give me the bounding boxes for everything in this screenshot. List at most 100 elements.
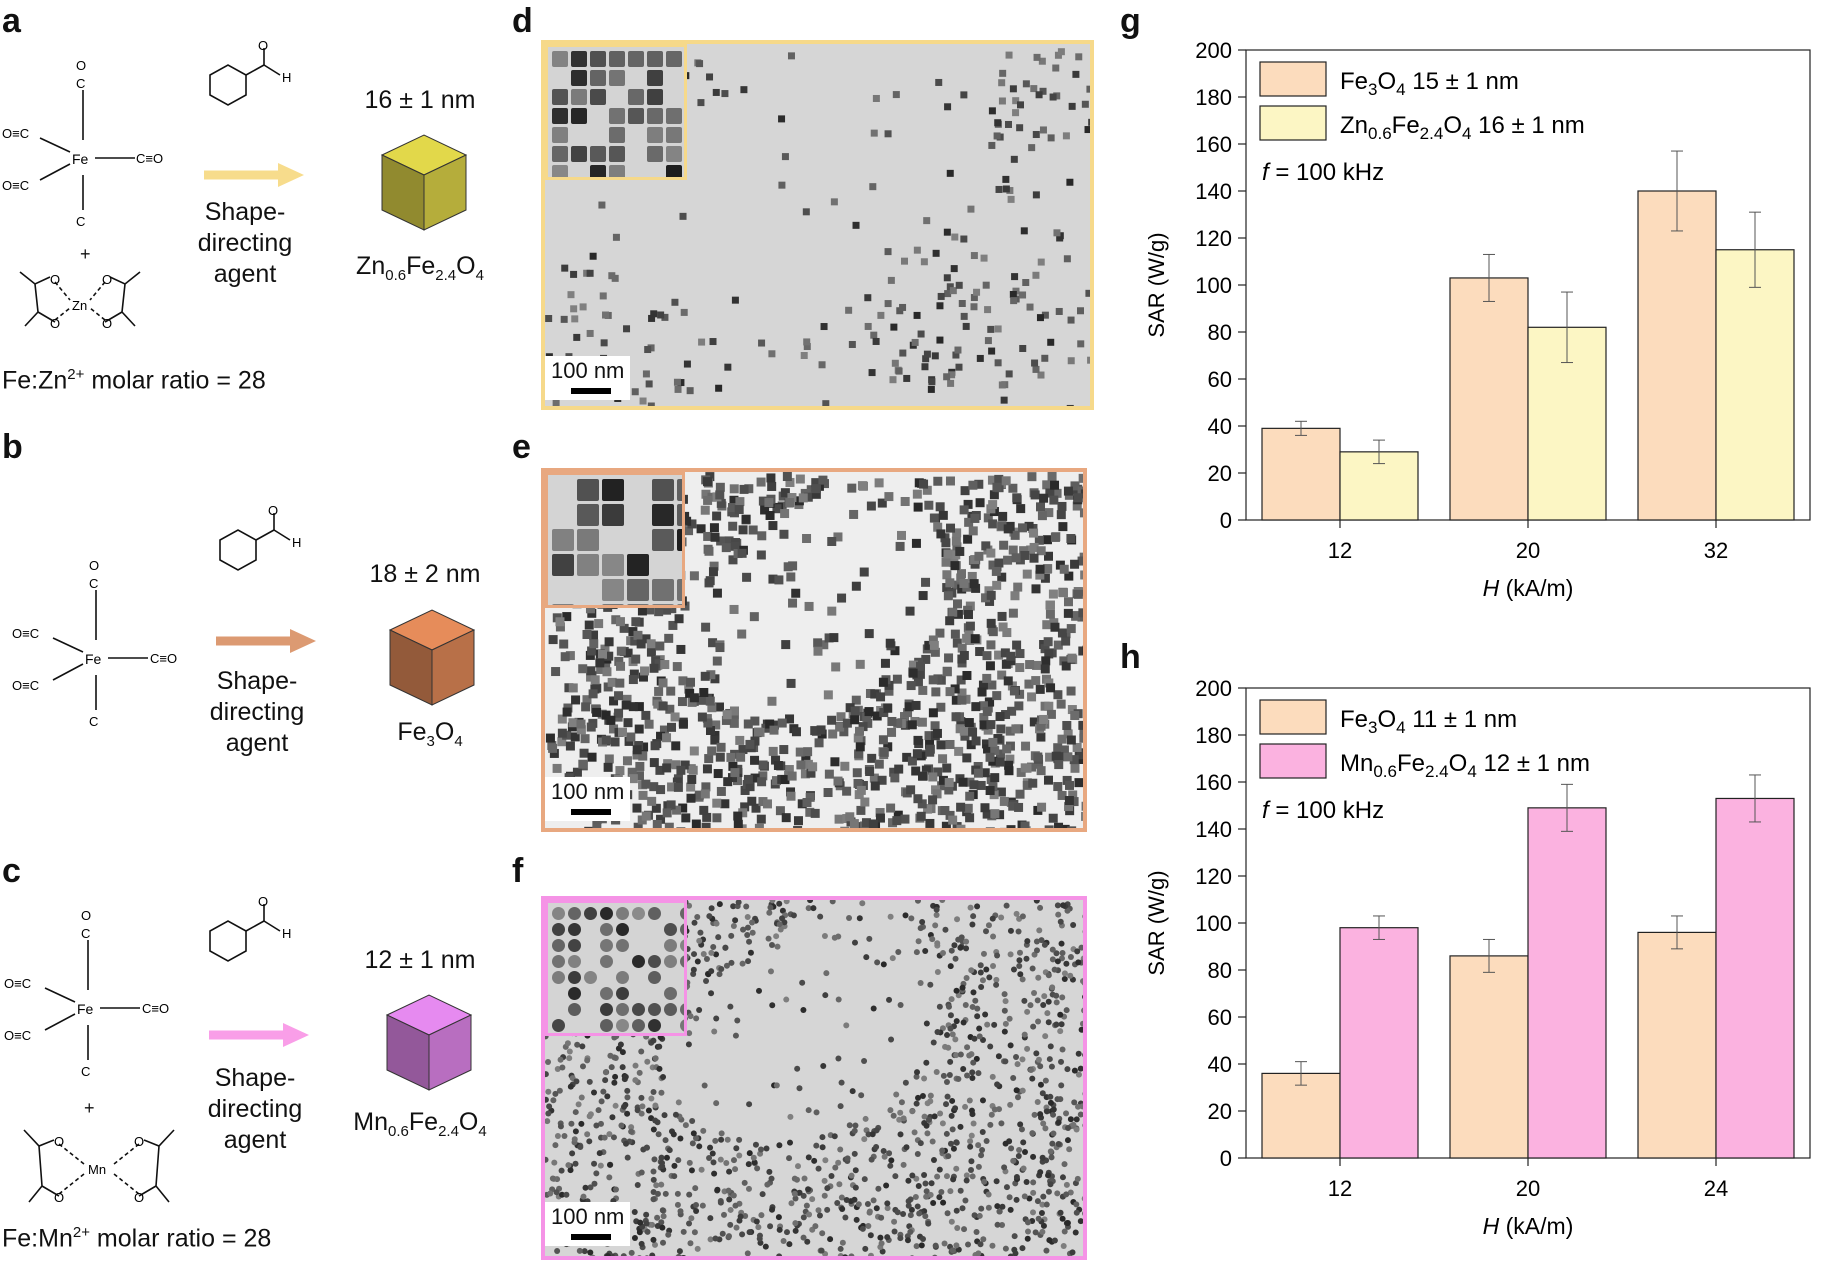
bar: [1262, 428, 1340, 520]
legend-label: Zn0.6Fe2.4O4 16 ± 1 nm: [1340, 112, 1585, 143]
y-tick-label: 80: [1208, 958, 1232, 983]
y-tick-label: 140: [1195, 179, 1232, 204]
x-axis-label: H (kA/m): [1483, 1213, 1574, 1239]
product-formula-c: Mn0.6Fe2.4O4: [330, 1108, 510, 1140]
legend-label: Fe3O4 15 ± 1 nm: [1340, 68, 1519, 99]
panel-label-c: c: [2, 852, 21, 891]
svg-text:C: C: [81, 926, 90, 941]
svg-text:H: H: [292, 535, 301, 550]
svg-text:O: O: [54, 1190, 64, 1205]
svg-text:O≡C: O≡C: [2, 178, 29, 193]
svg-text:O≡C: O≡C: [12, 678, 39, 693]
scale-bar-d: 100 nm: [545, 356, 630, 400]
svg-text:O: O: [76, 58, 86, 73]
svg-text:O: O: [50, 272, 60, 287]
x-axis-label: H (kA/m): [1483, 575, 1574, 601]
svg-text:Fe: Fe: [85, 651, 102, 667]
size-b: 18 ± 2 nm: [345, 560, 505, 589]
fe-pentacarbonyl-structure-b: Fe CO C O≡C O≡C C≡O: [8, 530, 218, 730]
panel-label-f: f: [512, 852, 523, 891]
y-tick-label: 20: [1208, 461, 1232, 486]
svg-text:O: O: [134, 1190, 144, 1205]
x-tick-label: 20: [1516, 1176, 1540, 1201]
tem-inset-f: [545, 900, 687, 1036]
x-tick-label: 20: [1516, 538, 1540, 563]
reaction-arrow-c: [205, 1020, 315, 1050]
y-tick-label: 180: [1195, 85, 1232, 110]
bar: [1340, 928, 1418, 1158]
svg-text:O≡C: O≡C: [12, 626, 39, 641]
benzaldehyde-structure-c: OH: [190, 896, 320, 976]
panel-label-e: e: [512, 428, 531, 467]
legend-swatch: [1260, 62, 1326, 96]
frequency-annotation: f = 100 kHz: [1262, 797, 1384, 824]
tem-inset-e: [545, 472, 685, 608]
bar: [1450, 278, 1528, 520]
svg-text:O: O: [54, 1134, 64, 1149]
x-tick-label: 32: [1704, 538, 1728, 563]
legend-swatch: [1260, 744, 1326, 778]
product-formula-a: Zn0.6Fe2.4O4: [330, 252, 510, 284]
y-tick-label: 40: [1208, 1052, 1232, 1077]
svg-text:O≡C: O≡C: [2, 126, 29, 141]
cube-b: [378, 600, 488, 715]
svg-text:H: H: [282, 70, 291, 85]
legend-swatch: [1260, 700, 1326, 734]
bar: [1450, 956, 1528, 1158]
tem-image-f: 100 nm: [541, 896, 1087, 1260]
scale-bar-f: 100 nm: [545, 1202, 630, 1246]
svg-text:C: C: [81, 1064, 90, 1079]
bar: [1528, 808, 1606, 1158]
fe-atom: Fe: [72, 151, 89, 167]
svg-text:O: O: [134, 1134, 144, 1149]
y-tick-label: 40: [1208, 414, 1232, 439]
y-tick-label: 80: [1208, 320, 1232, 345]
legend-label: Fe3O4 11 ± 1 nm: [1340, 706, 1517, 737]
y-tick-label: 60: [1208, 1005, 1232, 1030]
bar: [1716, 250, 1794, 520]
x-tick-label: 12: [1328, 1176, 1352, 1201]
scale-bar-e: 100 nm: [545, 777, 630, 821]
y-axis-label: SAR (W/g): [1144, 232, 1169, 337]
svg-text:Zn: Zn: [72, 298, 87, 313]
y-tick-label: 120: [1195, 226, 1232, 251]
panel-label-b: b: [2, 428, 23, 467]
svg-text:O: O: [81, 908, 91, 923]
svg-text:C≡O: C≡O: [150, 651, 177, 666]
y-tick-label: 100: [1195, 911, 1232, 936]
svg-text:C: C: [76, 214, 85, 229]
bar: [1638, 932, 1716, 1158]
y-tick-label: 20: [1208, 1099, 1232, 1124]
arrow-head-a: [278, 163, 304, 187]
svg-text:O: O: [258, 896, 268, 909]
svg-text:O: O: [89, 558, 99, 573]
svg-text:Mn: Mn: [88, 1162, 106, 1177]
cube-a: [370, 125, 480, 240]
y-tick-label: 60: [1208, 367, 1232, 392]
reaction-arrow-b: [212, 626, 322, 656]
plus-sign-c: +: [84, 1098, 95, 1119]
svg-text:O: O: [50, 316, 60, 331]
bar: [1716, 798, 1794, 1158]
svg-text:C: C: [89, 576, 98, 591]
bar: [1262, 1073, 1340, 1158]
panel-label-d: d: [512, 2, 533, 41]
y-tick-label: 160: [1195, 770, 1232, 795]
y-tick-label: 100: [1195, 273, 1232, 298]
svg-text:C: C: [89, 714, 98, 729]
y-tick-label: 120: [1195, 864, 1232, 889]
svg-text:C≡O: C≡O: [136, 151, 163, 166]
molar-ratio-a: Fe:Zn2+ molar ratio = 28: [2, 366, 266, 395]
reaction-arrow-a: [200, 160, 310, 190]
tem-image-e: 100 nm: [541, 468, 1087, 832]
svg-text:O≡C: O≡C: [4, 976, 31, 991]
tem-inset-d: [545, 44, 687, 180]
mn-acac-structure: O O O O Mn: [14, 1118, 204, 1218]
